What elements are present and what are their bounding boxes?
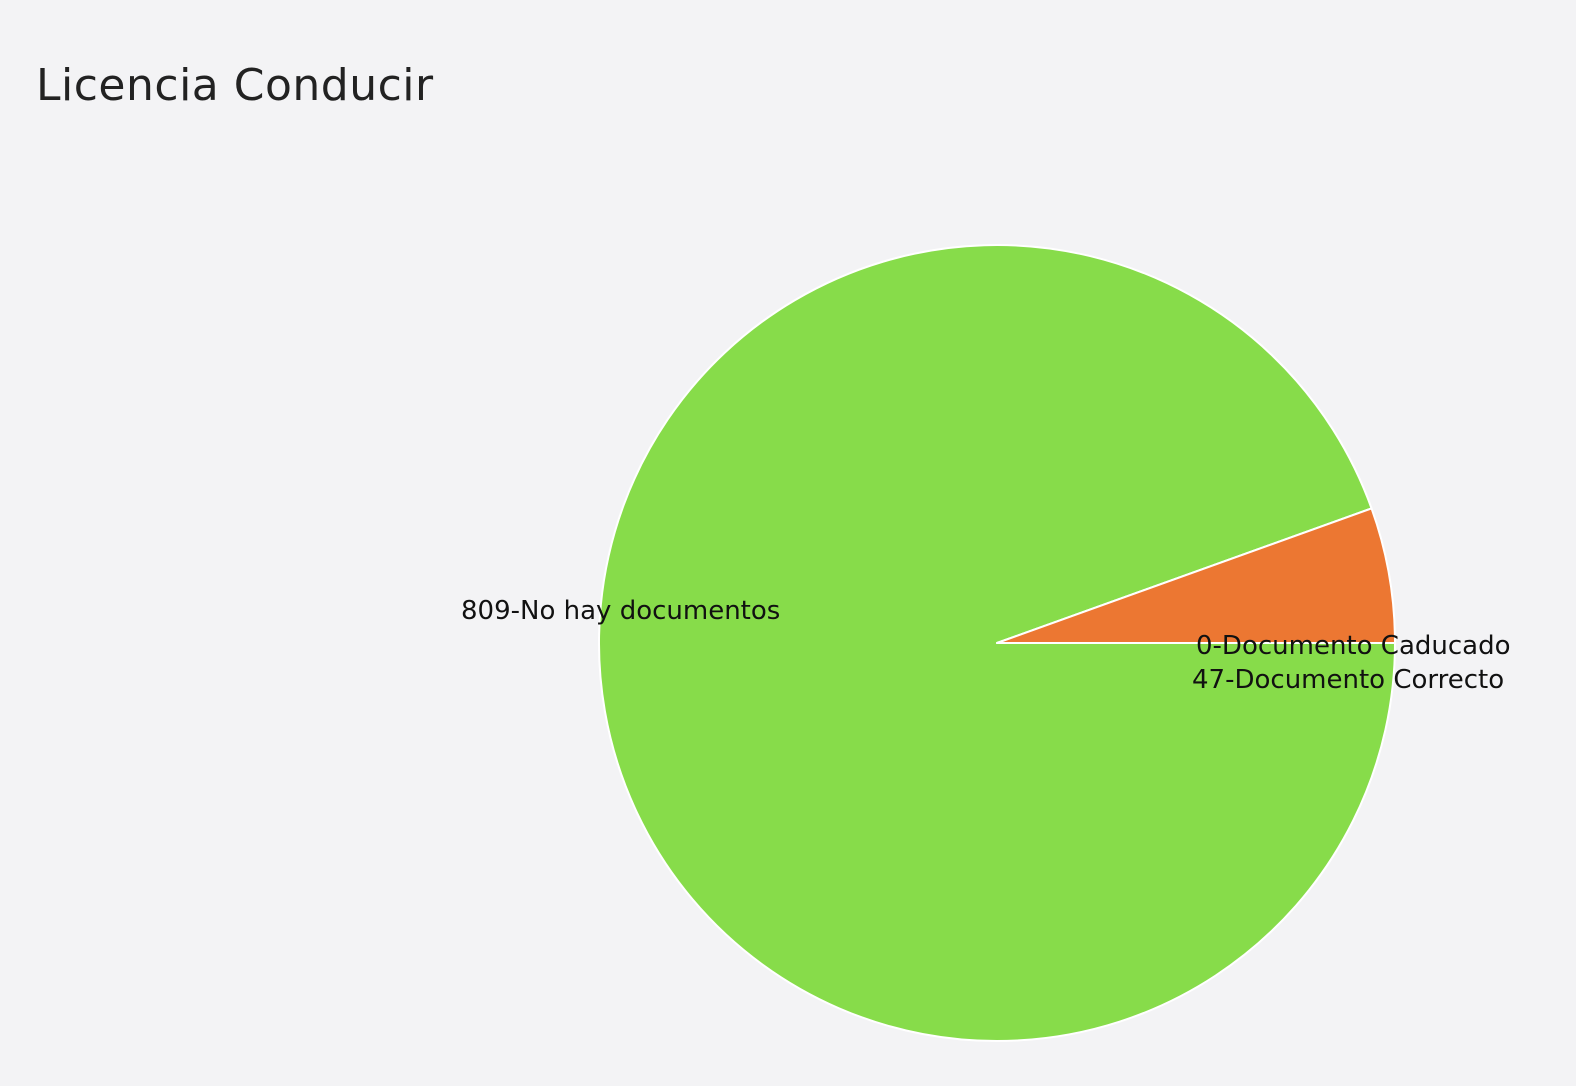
chart-title: Licencia Conducir xyxy=(36,60,434,111)
pie-labels: 809-No hay documentos 0-Documento Caduca… xyxy=(461,596,1511,695)
slice-label-no-hay-documentos: 809-No hay documentos xyxy=(461,596,780,626)
slice-label-documento-correcto: 47-Documento Correcto xyxy=(1192,665,1504,695)
slice-label-documento-caducado: 0-Documento Caducado xyxy=(1196,631,1511,661)
pie-slice-documento-correcto[interactable] xyxy=(996,507,1396,644)
pie-slices xyxy=(598,244,1396,1042)
